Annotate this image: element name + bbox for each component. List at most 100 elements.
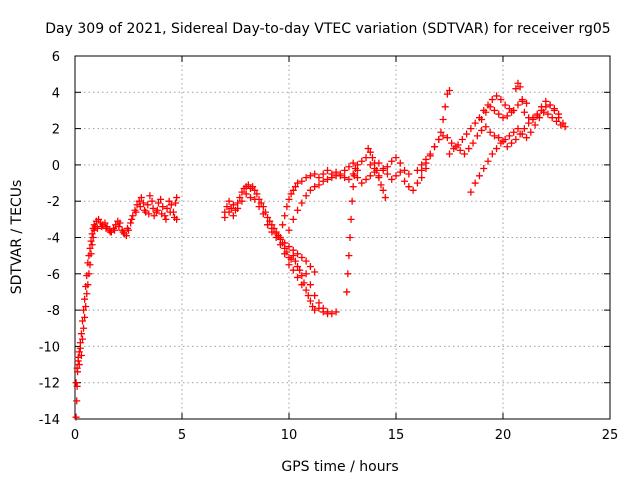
data-point — [553, 117, 560, 125]
data-point — [289, 215, 297, 223]
data-point — [302, 174, 310, 182]
data-point — [319, 170, 327, 178]
data-point — [306, 172, 314, 180]
data-point — [443, 134, 451, 142]
data-point — [413, 166, 421, 174]
data-point — [298, 281, 306, 289]
data-point — [244, 181, 252, 189]
data-point — [324, 308, 332, 316]
data-point — [129, 212, 137, 220]
data-point — [72, 379, 80, 387]
data-point — [518, 96, 526, 104]
data-point — [493, 92, 501, 100]
data-point — [153, 206, 161, 214]
data-point — [238, 197, 246, 205]
y-tick-label: -2 — [47, 195, 60, 210]
data-point — [80, 306, 88, 314]
data-point — [315, 181, 323, 189]
data-point — [503, 112, 511, 120]
data-point — [555, 114, 563, 122]
data-point — [291, 257, 299, 265]
data-point — [379, 165, 387, 173]
data-point — [353, 161, 361, 169]
chart-title: Day 309 of 2021, Sidereal Day-to-day VTE… — [45, 21, 610, 37]
data-point — [88, 230, 96, 238]
x-tick-label: 20 — [495, 428, 512, 443]
data-point — [173, 194, 181, 202]
data-point — [510, 128, 518, 136]
data-point — [251, 195, 259, 203]
data-point — [304, 292, 312, 300]
data-point — [72, 413, 80, 421]
y-tick-label: -12 — [39, 377, 60, 392]
data-point — [499, 114, 507, 122]
data-point — [405, 170, 413, 178]
data-point — [139, 199, 147, 207]
data-point — [413, 179, 421, 187]
data-point — [236, 194, 244, 202]
data-point — [446, 150, 453, 158]
data-point — [145, 210, 153, 218]
x-tick-label: 15 — [388, 428, 405, 443]
data-point — [484, 157, 492, 165]
data-point — [311, 292, 319, 300]
data-point — [561, 123, 569, 131]
data-point — [490, 132, 498, 140]
data-point — [294, 250, 302, 258]
data-point — [73, 397, 81, 405]
data-point — [163, 204, 171, 212]
data-point — [272, 230, 280, 238]
data-point — [514, 101, 522, 109]
data-point — [401, 177, 409, 185]
y-tick-label: 4 — [52, 86, 60, 101]
data-point — [159, 203, 167, 211]
data-point — [362, 175, 370, 183]
data-point — [285, 243, 293, 251]
data-point — [418, 174, 426, 182]
data-point — [392, 154, 400, 162]
y-tick-label: -6 — [47, 268, 60, 283]
data-point — [298, 253, 306, 261]
data-point — [358, 179, 366, 187]
data-point — [351, 165, 359, 173]
data-point — [223, 203, 231, 211]
data-point — [482, 123, 490, 131]
data-point — [166, 208, 174, 216]
data-point — [229, 201, 237, 209]
data-point — [458, 135, 466, 143]
data-point — [341, 166, 349, 174]
data-point — [379, 186, 387, 194]
data-point — [128, 215, 136, 223]
data-point — [289, 186, 297, 194]
data-point — [439, 132, 447, 140]
y-tick-label: -8 — [47, 304, 60, 319]
data-point — [283, 203, 291, 211]
data-point — [371, 159, 379, 167]
y-tick-label: 2 — [52, 123, 60, 138]
grid — [75, 56, 610, 419]
data-point — [443, 90, 451, 98]
data-point — [253, 190, 261, 198]
y-tick-label: -10 — [39, 340, 60, 355]
data-point — [478, 116, 486, 124]
data-point — [285, 226, 293, 234]
data-point — [546, 101, 554, 109]
data-point — [375, 174, 383, 182]
data-point — [83, 290, 91, 298]
data-point — [294, 273, 302, 281]
data-point — [471, 119, 479, 127]
data-point — [512, 85, 520, 93]
data-point — [505, 105, 513, 113]
data-point — [167, 201, 175, 209]
data-point — [345, 252, 353, 260]
data-point — [302, 257, 310, 265]
x-axis-label: GPS time / hours — [281, 459, 398, 475]
data-point — [405, 183, 413, 191]
data-point — [362, 154, 370, 162]
data-point — [264, 214, 272, 222]
data-point — [86, 244, 94, 252]
axis-ticks: 0 5 10 15 20 25 -14 -12 -10 -8 -6 -4 -2 0 2 4 6 — [39, 50, 619, 443]
data-point — [441, 103, 449, 111]
data-point — [531, 121, 539, 129]
